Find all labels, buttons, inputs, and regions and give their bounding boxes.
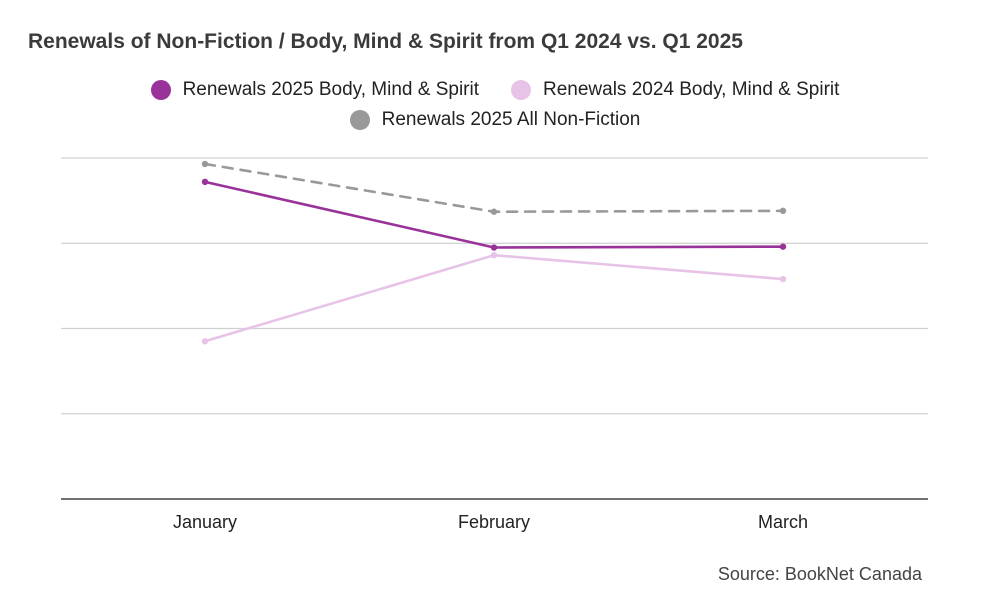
source-credit: Source: BookNet Canada: [717, 564, 922, 584]
legend-label-renewals-2025-bms: Renewals 2025 Body, Mind & Spirit: [182, 79, 479, 100]
data-point-series-3: [490, 208, 498, 215]
series-line-3: [203, 162, 785, 214]
x-tick-label: March: [758, 512, 808, 532]
legend-item-renewals-2025-all-nonfiction: Renewals 2025 All Non-Fiction: [349, 109, 641, 131]
legend-swatch-renewals-2024-bms: [511, 80, 531, 100]
legend-label-renewals-2024-bms: Renewals 2024 Body, Mind & Spirit: [543, 79, 840, 100]
x-tick-label: January: [173, 512, 237, 532]
x-tick-label: February: [458, 512, 530, 532]
data-point-series-3: [201, 160, 209, 168]
legend: Renewals 2025 Body, Mind & Spirit Renewa…: [0, 76, 990, 136]
data-point-series-2: [490, 251, 498, 259]
legend-swatch-renewals-2025-bms: [150, 80, 171, 100]
data-point-series-1: [779, 243, 787, 250]
data-point-series-1: [490, 244, 498, 251]
legend-label-renewals-2025-all-nonfiction: Renewals 2025 All Non-Fiction: [381, 109, 641, 130]
data-point-series-2: [779, 275, 787, 283]
legend-item-renewals-2024-bms: Renewals 2024 Body, Mind & Spirit: [511, 79, 839, 101]
data-point-series-3: [779, 207, 787, 215]
legend-row-2: Renewals 2025 All Non-Fiction: [0, 106, 990, 134]
legend-row-1: Renewals 2025 Body, Mind & Spirit Renewa…: [0, 76, 990, 104]
chart-title: Renewals of Non-Fiction / Body, Mind & S…: [28, 30, 743, 53]
legend-item-renewals-2025-bms: Renewals 2025 Body, Mind & Spirit: [150, 79, 479, 101]
data-point-series-1: [201, 178, 209, 186]
data-point-series-2: [201, 338, 209, 345]
legend-swatch-renewals-2025-all-nonfiction: [349, 110, 370, 130]
